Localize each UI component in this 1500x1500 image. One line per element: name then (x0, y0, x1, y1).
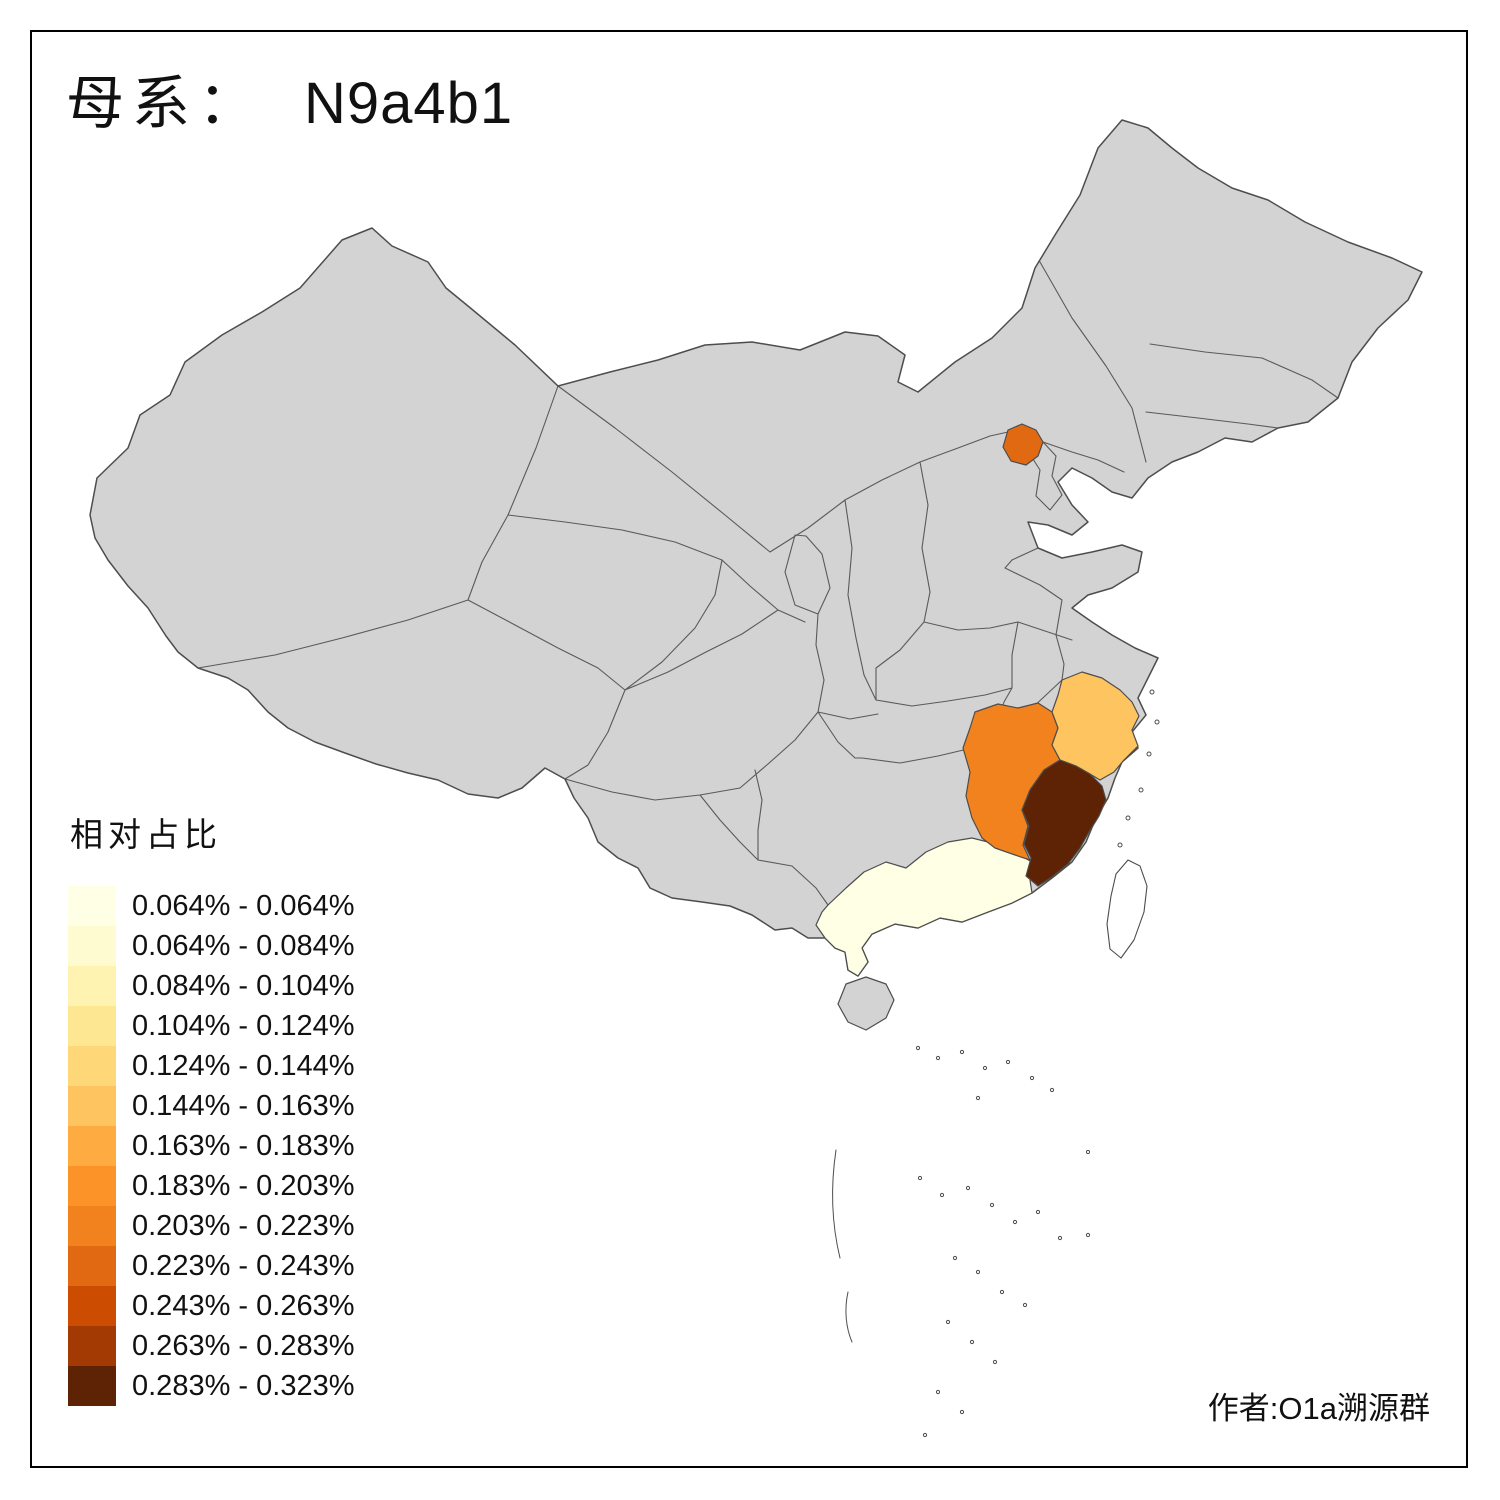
legend-item: 0.263% - 0.283% (68, 1326, 354, 1366)
legend-item: 0.203% - 0.223% (68, 1206, 354, 1246)
island-dot (1125, 815, 1131, 821)
legend-swatch (68, 1366, 116, 1406)
island-dot (965, 1185, 971, 1191)
legend-item: 0.104% - 0.124% (68, 1006, 354, 1046)
legend-label: 0.064% - 0.084% (132, 929, 355, 962)
island-dot (939, 1192, 945, 1198)
island-dot (1005, 1059, 1011, 1065)
taiwan-island (1106, 859, 1148, 959)
legend-item: 0.084% - 0.104% (68, 966, 354, 1006)
legend-swatch (68, 1086, 116, 1126)
legend-item: 0.064% - 0.084% (68, 926, 354, 966)
legend-item: 0.163% - 0.183% (68, 1126, 354, 1166)
island-dot (1057, 1235, 1063, 1241)
legend-item: 0.144% - 0.163% (68, 1086, 354, 1126)
legend-title: 相对占比 (70, 815, 222, 854)
legend-item: 0.223% - 0.243% (68, 1246, 354, 1286)
legend-label: 0.283% - 0.323% (132, 1369, 355, 1402)
legend-label: 0.243% - 0.263% (132, 1289, 355, 1322)
island-dot (999, 1289, 1005, 1295)
hainan-island (837, 976, 895, 1031)
island-dot (982, 1065, 988, 1071)
island-dot (1085, 1149, 1091, 1155)
island-dot (945, 1319, 951, 1325)
legend-item: 0.243% - 0.263% (68, 1286, 354, 1326)
island-dot (975, 1095, 981, 1101)
island-dot (989, 1202, 995, 1208)
province-beijing (1002, 423, 1044, 466)
legend-swatch (68, 1246, 116, 1286)
page-title: 母系： N9a4b1 (66, 56, 513, 140)
province-zhejiang (1051, 671, 1140, 781)
island-dot (1085, 1232, 1091, 1238)
legend-item: 0.064% - 0.064% (68, 886, 354, 926)
island-dot (952, 1255, 958, 1261)
island-dot (1149, 689, 1155, 695)
island-dot (935, 1389, 941, 1395)
island-dot (959, 1049, 965, 1055)
island-dot (975, 1269, 981, 1275)
island-dot (1022, 1302, 1028, 1308)
attribution: 作者:O1a溯源群 (1207, 1391, 1430, 1426)
legend-label: 0.183% - 0.203% (132, 1169, 355, 1202)
title-haplogroup: N9a4b1 (304, 71, 514, 136)
title-prefix: 母系： (66, 69, 265, 137)
province-borders (197, 261, 1339, 906)
island-dot (1154, 719, 1160, 725)
south-china-sea-islands (832, 1045, 1091, 1438)
legend-label: 0.163% - 0.183% (132, 1129, 355, 1162)
province-fujian (1021, 759, 1107, 887)
island-dot (1049, 1087, 1055, 1093)
island-dot (935, 1055, 941, 1061)
island-arc (845, 1291, 853, 1343)
island-dot (917, 1175, 923, 1181)
legend-swatch (68, 1006, 116, 1046)
legend-swatch (68, 1206, 116, 1246)
island-dot (915, 1045, 921, 1051)
legend-label: 0.263% - 0.283% (132, 1329, 355, 1362)
legend-item: 0.283% - 0.323% (68, 1366, 354, 1406)
island-dot (992, 1359, 998, 1365)
legend-item: 0.183% - 0.203% (68, 1166, 354, 1206)
legend-items: 0.064% - 0.064% 0.064% - 0.084% 0.084% - 0… (68, 886, 354, 1406)
legend-swatch (68, 886, 116, 926)
island-dot (922, 1432, 928, 1438)
legend-label: 0.144% - 0.163% (132, 1089, 355, 1122)
legend-label: 0.203% - 0.223% (132, 1209, 355, 1242)
legend: 相对占比 0.064% - 0.064% 0.064% - 0.084% 0.084… (68, 808, 354, 1406)
island-dot (1146, 751, 1152, 757)
legend-item: 0.124% - 0.144% (68, 1046, 354, 1086)
province-jiangxi (962, 702, 1061, 861)
island-dot (1012, 1219, 1018, 1225)
legend-label: 0.223% - 0.243% (132, 1249, 355, 1282)
island-dot (1138, 787, 1144, 793)
island-dot (959, 1409, 965, 1415)
legend-swatch (68, 1166, 116, 1206)
legend-label: 0.084% - 0.104% (132, 969, 355, 1002)
province-guangdong (815, 837, 1033, 977)
island-dot (1029, 1075, 1035, 1081)
island-arc (832, 1149, 841, 1259)
legend-swatch (68, 1126, 116, 1166)
legend-swatch (68, 966, 116, 1006)
legend-swatch (68, 926, 116, 966)
legend-label: 0.064% - 0.064% (132, 889, 355, 922)
legend-label: 0.104% - 0.124% (132, 1009, 355, 1042)
legend-swatch (68, 1326, 116, 1366)
legend-label: 0.124% - 0.144% (132, 1049, 355, 1082)
legend-swatch (68, 1046, 116, 1086)
coastal-islands (1117, 689, 1160, 848)
legend-swatch (68, 1286, 116, 1326)
island-dot (969, 1339, 975, 1345)
island-dot (1117, 842, 1123, 848)
island-dot (1035, 1209, 1041, 1215)
